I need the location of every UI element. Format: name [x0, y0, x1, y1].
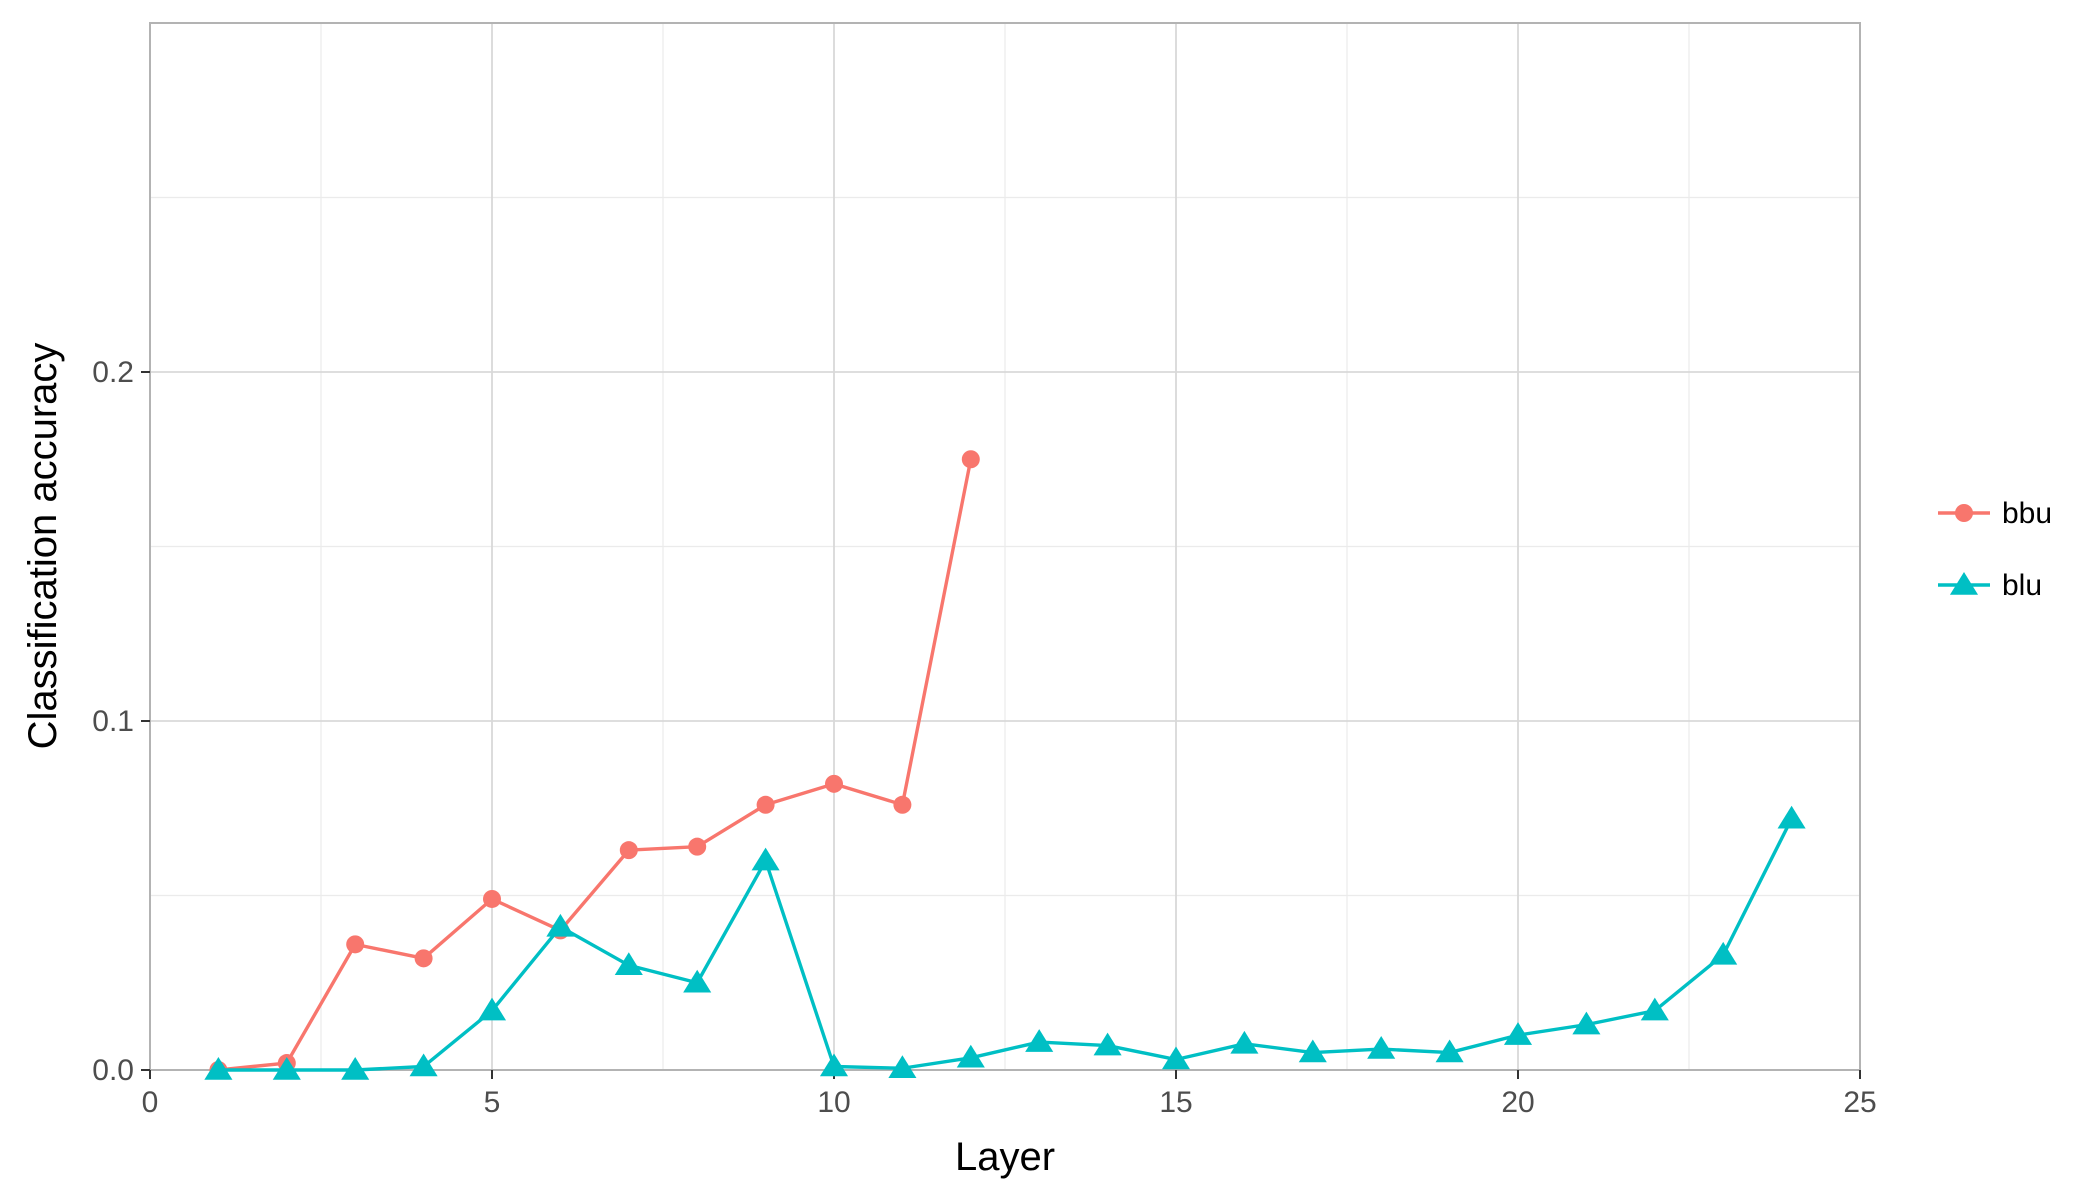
data-point-bbu	[483, 889, 501, 908]
data-point-blu	[1093, 1032, 1122, 1056]
y-tick-label: 0.2	[92, 356, 134, 389]
x-tick-label: 20	[1501, 1086, 1534, 1119]
y-tick-label: 0.1	[92, 705, 134, 738]
data-point-blu	[1435, 1039, 1464, 1063]
data-point-blu	[1367, 1036, 1396, 1059]
minor-gridlines	[150, 23, 1860, 1070]
x-tick-label: 15	[1159, 1086, 1192, 1119]
data-point-blu	[204, 1057, 233, 1080]
legend-item-bbu: bbu	[1938, 497, 2052, 530]
plot-panel-border	[149, 22, 1861, 1071]
series-line-bbu	[218, 458, 973, 1072]
data-point-blu	[546, 913, 575, 937]
data-point-blu	[1161, 1046, 1191, 1070]
data-point-bbu	[346, 935, 365, 954]
data-point-bbu	[825, 774, 843, 793]
data-point-blu	[751, 847, 780, 871]
data-point-bbu	[893, 795, 912, 814]
legend: bbu blu	[1938, 497, 2052, 602]
series-blu	[204, 805, 1806, 1080]
data-point-blu	[819, 1053, 849, 1077]
legend-marker-bbu	[1955, 504, 1973, 522]
legend-marker-blu	[1949, 572, 1979, 595]
series-layer	[204, 450, 1806, 1080]
data-point-blu	[1025, 1029, 1054, 1052]
data-point-bbu	[756, 795, 775, 814]
x-axis-title: Layer	[955, 1135, 1055, 1179]
data-point-blu	[1640, 997, 1669, 1021]
data-point-blu	[1572, 1011, 1601, 1035]
axis-ticks: 0 5 10 15 20 25 0.0 0.1 0.2	[92, 356, 1876, 1119]
legend-label-bbu: bbu	[2002, 497, 2052, 530]
legend-label-blu: blu	[2002, 569, 2042, 602]
data-point-bbu	[414, 949, 433, 968]
data-point-blu	[409, 1053, 438, 1077]
data-point-blu	[888, 1055, 917, 1079]
data-point-blu	[1709, 941, 1738, 965]
data-point-blu	[1298, 1039, 1327, 1063]
data-point-blu	[956, 1044, 985, 1068]
series-bbu	[209, 450, 980, 1079]
y-axis-title: Classification accuracy	[21, 343, 65, 750]
data-point-blu	[683, 969, 712, 993]
data-point-bbu	[961, 450, 980, 469]
data-point-blu	[1777, 805, 1806, 829]
data-point-blu	[614, 952, 643, 976]
x-tick-label: 25	[1843, 1086, 1876, 1119]
data-point-blu	[1503, 1022, 1533, 1045]
legend-item-blu: blu	[1938, 569, 2042, 602]
data-point-bbu	[619, 841, 638, 860]
data-point-blu	[1230, 1030, 1259, 1054]
y-tick-label: 0.0	[92, 1054, 134, 1087]
x-tick-label: 10	[817, 1086, 850, 1119]
x-tick-label: 5	[484, 1086, 501, 1119]
data-point-blu	[477, 997, 507, 1021]
data-point-bbu	[688, 837, 707, 856]
data-point-blu	[272, 1057, 301, 1080]
x-tick-label: 0	[142, 1086, 159, 1119]
data-point-blu	[341, 1057, 370, 1080]
